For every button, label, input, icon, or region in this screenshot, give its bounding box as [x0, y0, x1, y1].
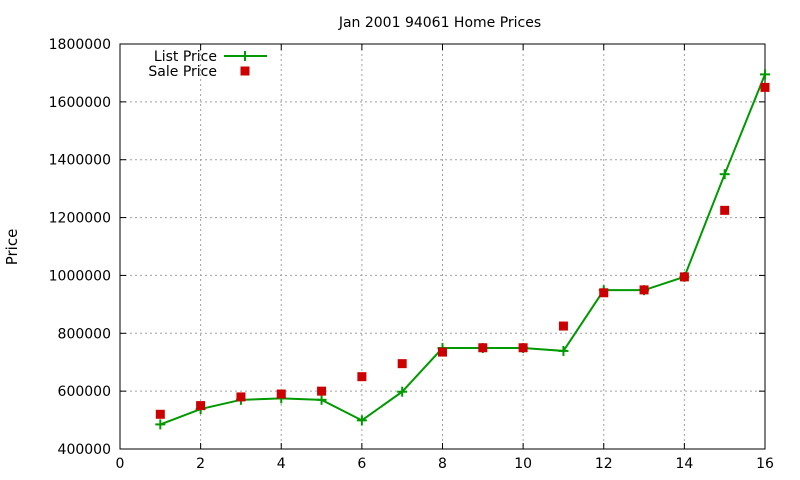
- axes: 0 2 4 6 8 10 12 14 16 400000 600000 800000 1000000 12…: [49, 37, 774, 472]
- legend-label-list-price: List Price: [154, 49, 217, 65]
- sale-price-point: [276, 389, 286, 399]
- series-layer: [155, 69, 770, 430]
- x-tick-label: 14: [675, 456, 693, 472]
- x-tick-label: 2: [196, 456, 205, 472]
- sale-price-point: [357, 372, 367, 382]
- y-tick-label: 1400000: [49, 153, 111, 169]
- x-tick-label: 12: [595, 456, 613, 472]
- x-tick-label: 8: [438, 456, 447, 472]
- list-price-point: [155, 419, 166, 430]
- x-tick-label: 0: [116, 456, 125, 472]
- legend-swatch-square: [240, 66, 250, 76]
- list-price-point: [397, 386, 408, 397]
- sale-price-point: [518, 343, 528, 353]
- chart-title: Jan 2001 94061 Home Prices: [338, 15, 541, 31]
- legend-swatch-plus: [240, 51, 250, 61]
- y-axis-label: Price: [3, 229, 21, 266]
- sale-price-point: [236, 392, 246, 402]
- list-price-line: [159, 74, 766, 426]
- sale-price-point: [317, 386, 327, 396]
- legend-label-sale-price: Sale Price: [148, 64, 217, 80]
- sale-price-point: [438, 347, 447, 357]
- list-price-point: [356, 415, 367, 426]
- series-sale-price: [155, 82, 770, 419]
- y-tick-label: 400000: [58, 442, 111, 458]
- sale-price-point: [155, 409, 165, 419]
- x-tick-label: 16: [756, 456, 774, 472]
- y-tick-label: 1800000: [49, 37, 111, 53]
- list-price-point: [316, 394, 327, 405]
- y-tick-label: 1200000: [49, 211, 111, 227]
- x-tick-label: 10: [514, 456, 532, 472]
- list-price-point: [760, 69, 770, 80]
- y-tick-label: 800000: [58, 326, 111, 342]
- series-list-price: [155, 69, 770, 430]
- grid: [120, 44, 765, 449]
- sale-price-point: [679, 272, 689, 282]
- sale-price-point: [760, 82, 770, 92]
- y-tick-label: 1000000: [49, 268, 111, 284]
- list-price-point: [719, 169, 730, 180]
- sale-price-point: [397, 359, 407, 369]
- x-tick-label: 4: [277, 456, 286, 472]
- sale-price-point: [720, 205, 730, 215]
- sale-price-point: [196, 401, 206, 411]
- list-price-point: [558, 345, 569, 356]
- x-tick-label: 6: [357, 456, 366, 472]
- sale-price-point: [639, 285, 649, 295]
- sale-price-point: [558, 321, 568, 331]
- sale-price-point: [478, 343, 488, 353]
- sale-price-point: [599, 288, 609, 298]
- y-tick-label: 1600000: [49, 95, 111, 111]
- y-tick-label: 600000: [58, 384, 111, 400]
